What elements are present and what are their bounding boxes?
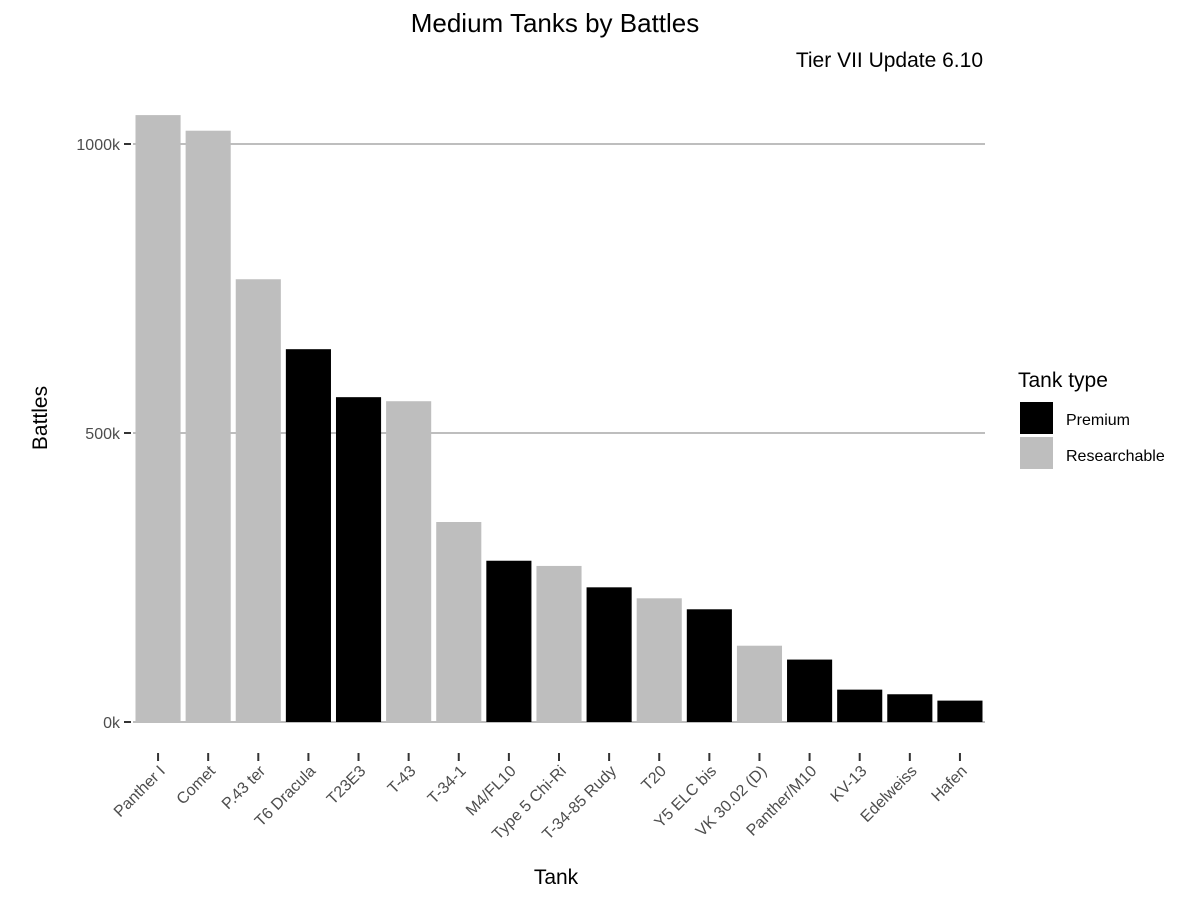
legend-title: Tank type bbox=[1018, 369, 1108, 392]
y-tick-label: 1000k bbox=[76, 137, 121, 154]
legend-label-premium: Premium bbox=[1066, 412, 1130, 429]
bar-t-34-85-rudy bbox=[586, 587, 632, 722]
x-tick-label-t-43: T-43 bbox=[385, 763, 420, 798]
bar-type-5-chi-ri bbox=[536, 565, 582, 722]
bar-hafen bbox=[937, 700, 983, 722]
x-tick-label-panther-i: Panther I bbox=[111, 763, 169, 821]
bar-comet bbox=[185, 130, 231, 722]
legend: Tank type Premium Researchable bbox=[1018, 369, 1165, 469]
chart-title: Medium Tanks by Battles bbox=[411, 8, 700, 38]
bar-t23e3 bbox=[335, 397, 382, 722]
x-tick-label-t23e3: T23E3 bbox=[324, 763, 369, 808]
bar-t-34-1 bbox=[436, 522, 482, 722]
x-tick-label-t-34-1: T-34-1 bbox=[425, 763, 470, 808]
legend-label-researchable: Researchable bbox=[1066, 448, 1165, 465]
x-tick-label-t20: T20 bbox=[639, 763, 671, 795]
x-tick-label-p-43-ter: P.43 ter bbox=[219, 762, 270, 813]
bars bbox=[135, 115, 983, 723]
y-tick-label: 500k bbox=[85, 426, 121, 443]
legend-key-researchable bbox=[1020, 437, 1053, 469]
bar-panther-m10 bbox=[787, 659, 833, 722]
bar-t20 bbox=[636, 598, 682, 722]
y-axis: 0k 500k 1000k bbox=[76, 137, 131, 732]
x-axis-title: Tank bbox=[534, 866, 579, 889]
x-tick-label-hafen: Hafen bbox=[929, 763, 971, 805]
bar-y5-elc-bis bbox=[686, 609, 732, 722]
y-tick-label: 0k bbox=[103, 715, 121, 732]
bar-t-43 bbox=[386, 401, 432, 722]
bar-m4-fl10 bbox=[486, 560, 532, 722]
legend-key-premium bbox=[1020, 402, 1053, 434]
bar-edelweiss bbox=[887, 694, 933, 722]
chart-subtitle: Tier VII Update 6.10 bbox=[796, 49, 983, 72]
x-tick-label-comet: Comet bbox=[174, 762, 220, 808]
bar-vk-30-02-d bbox=[736, 645, 783, 722]
bar-panther-i bbox=[135, 115, 181, 723]
bar-p-43-ter bbox=[235, 279, 281, 722]
x-tick-label-kv-13: KV-13 bbox=[828, 763, 871, 806]
bar-t6-dracula bbox=[285, 349, 331, 722]
y-axis-title: Battles bbox=[29, 386, 52, 450]
bar-kv-13 bbox=[837, 689, 883, 722]
